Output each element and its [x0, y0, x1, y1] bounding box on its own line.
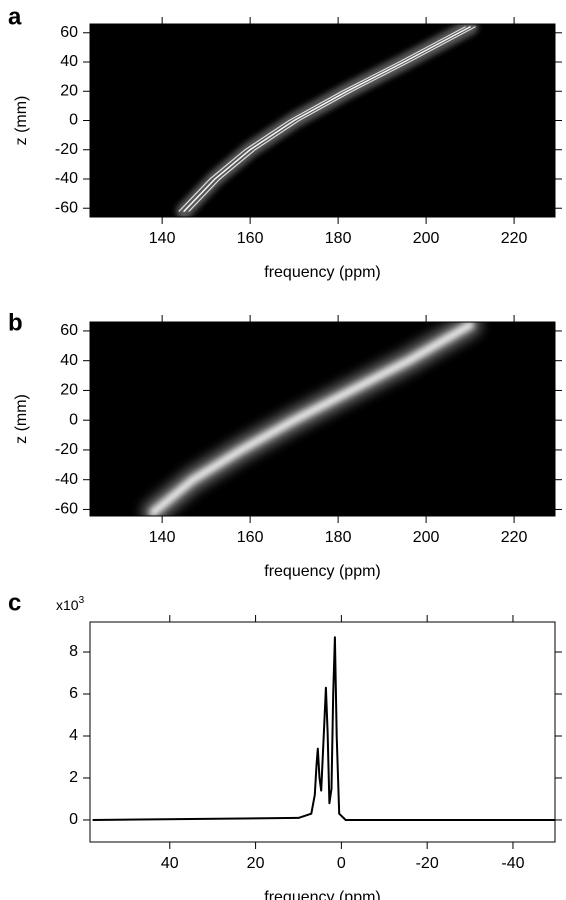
panel: a 140 160 180 200 220 -60 -40 -20 0 20 40 60 frequenc…	[8, 3, 562, 281]
x-tick-label: 220	[501, 529, 528, 546]
plot-frame	[89, 621, 556, 843]
band-core	[149, 322, 475, 516]
panel-label: c	[8, 589, 21, 616]
x-tick-label: 40	[161, 855, 179, 872]
y-scale-base: x10	[56, 597, 79, 613]
x-axis-title: frequency (ppm)	[264, 563, 381, 580]
x-tick-label: 0	[337, 855, 346, 872]
y-axis-title: z (mm)	[13, 394, 30, 444]
y-tick-label: -20	[55, 141, 78, 158]
y-tick-label: 60	[60, 322, 78, 339]
y-tick-label: 40	[60, 352, 78, 369]
x-tick-label: 200	[413, 230, 440, 247]
y-tick-label: -60	[55, 199, 78, 216]
y-axis-title: z (mm)	[13, 96, 30, 146]
x-tick-label: 20	[247, 855, 265, 872]
y-tick-label: 0	[69, 811, 78, 828]
x-tick-label: 180	[325, 529, 352, 546]
x-tick-label: -40	[501, 855, 524, 872]
plot-background	[90, 622, 555, 842]
plot-area	[92, 636, 555, 821]
y-tick-label: 4	[69, 727, 78, 744]
ridge-stripe	[183, 26, 471, 212]
x-tick-label: 180	[325, 230, 352, 247]
x-tick-label: 220	[501, 230, 528, 247]
x-tick-label: 140	[149, 230, 176, 247]
spectrum-line	[92, 636, 555, 821]
y-scale-label: x103	[56, 595, 85, 613]
plot-area	[142, 322, 482, 516]
panel: c 40 20 0 -20 -40 0 2 4 6 8 frequency (ppm) x103	[8, 589, 562, 900]
plot-background	[90, 24, 555, 217]
y-tick-label: 0	[69, 112, 78, 129]
y-tick-label: -20	[55, 441, 78, 458]
y-tick-label: 0	[69, 411, 78, 428]
panel: b 140 160 180 200 220 -60 -40 -20 0 20 40 60 frequenc…	[8, 309, 562, 580]
y-tick-label: -40	[55, 170, 78, 187]
x-tick-label: 160	[237, 529, 264, 546]
plot-background	[90, 322, 555, 516]
y-scale-exponent: 3	[79, 595, 85, 606]
y-tick-label: 2	[69, 769, 78, 786]
x-axis-title: frequency (ppm)	[264, 889, 381, 900]
x-tick-label: 200	[413, 529, 440, 546]
x-tick-label: -20	[416, 855, 439, 872]
ridge-stripe	[188, 26, 476, 212]
plot-frame	[89, 321, 556, 517]
plot-area	[176, 24, 479, 217]
y-tick-label: 60	[60, 24, 78, 41]
y-tick-label: 20	[60, 382, 78, 399]
panel-label: b	[8, 309, 23, 336]
y-tick-label: 6	[69, 685, 78, 702]
y-tick-label: 8	[69, 643, 78, 660]
ridge-stripe	[178, 26, 466, 212]
x-tick-label: 160	[237, 230, 264, 247]
panel-label: a	[8, 3, 22, 30]
y-tick-label: 20	[60, 82, 78, 99]
y-tick-label: 40	[60, 53, 78, 70]
x-tick-label: 140	[149, 529, 176, 546]
y-tick-label: -40	[55, 471, 78, 488]
y-tick-label: -60	[55, 501, 78, 518]
x-axis-title: frequency (ppm)	[264, 264, 381, 281]
